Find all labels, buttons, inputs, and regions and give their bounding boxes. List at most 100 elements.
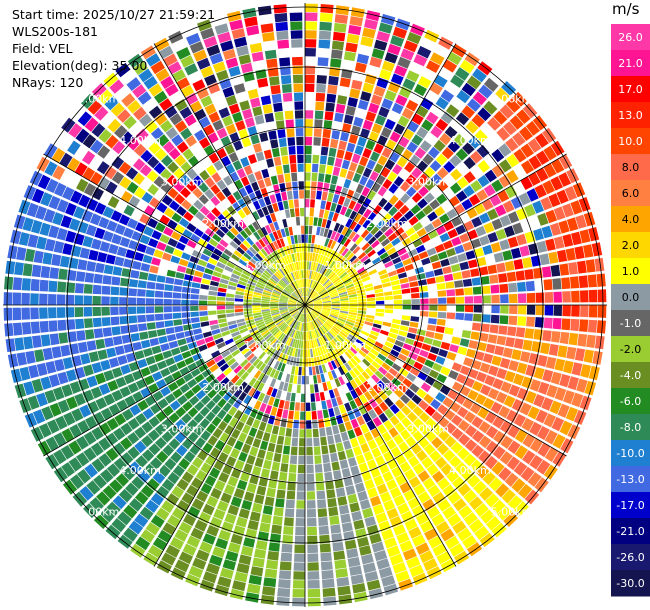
velocity-gate <box>367 212 377 222</box>
range-ring-label: 3.00km <box>408 422 450 435</box>
velocity-gate <box>313 446 321 456</box>
velocity-gate <box>330 138 339 149</box>
velocity-gate <box>110 296 119 305</box>
velocity-gate <box>455 296 465 304</box>
velocity-gate <box>329 351 336 360</box>
velocity-gate <box>288 307 297 311</box>
velocity-gate <box>482 244 493 255</box>
velocity-gate <box>159 214 171 226</box>
velocity-gate <box>276 283 285 290</box>
velocity-gate <box>112 335 123 346</box>
velocity-gate <box>319 12 333 22</box>
velocity-gate <box>140 339 151 349</box>
velocity-gate <box>309 252 313 262</box>
velocity-gate <box>284 326 291 335</box>
velocity-gate <box>323 323 330 331</box>
velocity-gate <box>293 311 300 319</box>
velocity-gate <box>469 459 483 473</box>
velocity-gate <box>318 337 323 346</box>
velocity-gate <box>327 318 336 324</box>
velocity-gate <box>514 429 528 443</box>
velocity-gate <box>296 330 300 340</box>
velocity-gate <box>431 261 442 270</box>
velocity-gate <box>347 291 357 296</box>
velocity-gate <box>520 143 534 158</box>
velocity-gate <box>496 127 510 141</box>
velocity-gate <box>459 365 471 376</box>
velocity-gate <box>403 489 416 502</box>
velocity-gate <box>26 202 39 218</box>
velocity-gate <box>400 252 410 261</box>
velocity-gate <box>477 174 490 188</box>
velocity-gate <box>436 167 449 179</box>
velocity-gate <box>306 455 314 465</box>
velocity-gate <box>336 285 345 291</box>
velocity-gate <box>331 297 340 301</box>
velocity-gate <box>347 410 356 421</box>
velocity-gate <box>299 288 303 297</box>
velocity-gate <box>161 154 173 167</box>
velocity-gate <box>255 241 263 250</box>
velocity-gate <box>491 499 506 514</box>
velocity-gate <box>332 425 340 435</box>
velocity-gate <box>362 358 371 367</box>
velocity-gate <box>305 305 312 311</box>
velocity-gate <box>292 589 305 598</box>
velocity-gate <box>439 232 450 243</box>
velocity-gate <box>291 365 296 375</box>
velocity-gate <box>472 380 483 392</box>
velocity-gate <box>93 514 109 529</box>
velocity-gate <box>294 110 304 119</box>
velocity-gate <box>140 263 151 272</box>
velocity-gate <box>18 199 31 215</box>
velocity-gate <box>10 368 22 383</box>
velocity-gate <box>207 435 218 446</box>
velocity-gate <box>294 321 299 330</box>
velocity-gate <box>309 216 314 226</box>
velocity-gate <box>252 211 260 221</box>
velocity-gate <box>287 328 293 337</box>
velocity-gate <box>426 60 441 73</box>
velocity-gate <box>408 455 420 468</box>
velocity-gate <box>350 7 365 18</box>
velocity-gate <box>427 352 438 362</box>
azimuth-spoke <box>304 304 457 567</box>
velocity-gate <box>362 412 372 423</box>
velocity-gate <box>203 36 218 48</box>
velocity-gate <box>305 154 312 163</box>
velocity-gate <box>320 146 329 156</box>
velocity-gate <box>318 316 326 323</box>
velocity-gate <box>160 168 172 181</box>
velocity-gate <box>453 133 467 147</box>
velocity-gate <box>76 435 89 450</box>
velocity-gate <box>130 269 140 279</box>
velocity-gate <box>293 199 299 208</box>
velocity-gate <box>300 313 304 322</box>
velocity-gate <box>368 333 378 341</box>
velocity-gate <box>308 313 312 321</box>
velocity-gate <box>42 347 53 361</box>
velocity-gate <box>253 370 262 379</box>
velocity-gate <box>393 294 402 300</box>
velocity-gate <box>381 60 395 72</box>
velocity-gate <box>92 295 101 305</box>
velocity-gate <box>487 232 499 243</box>
velocity-gate <box>271 425 280 435</box>
velocity-gate <box>305 402 311 411</box>
velocity-gate <box>270 406 278 416</box>
velocity-gate <box>353 519 365 530</box>
velocity-gate <box>329 314 338 319</box>
velocity-gate <box>562 291 571 303</box>
velocity-gate <box>438 36 454 50</box>
velocity-gate <box>288 300 297 304</box>
velocity-gate <box>389 415 400 426</box>
velocity-gate <box>394 261 404 270</box>
velocity-gate <box>300 261 303 270</box>
velocity-gate <box>357 295 367 299</box>
velocity-gate <box>379 69 392 81</box>
velocity-gate <box>364 283 373 289</box>
velocity-gate <box>324 111 334 121</box>
velocity-gate <box>228 152 239 163</box>
velocity-gate <box>90 386 103 399</box>
velocity-gate <box>171 485 185 499</box>
